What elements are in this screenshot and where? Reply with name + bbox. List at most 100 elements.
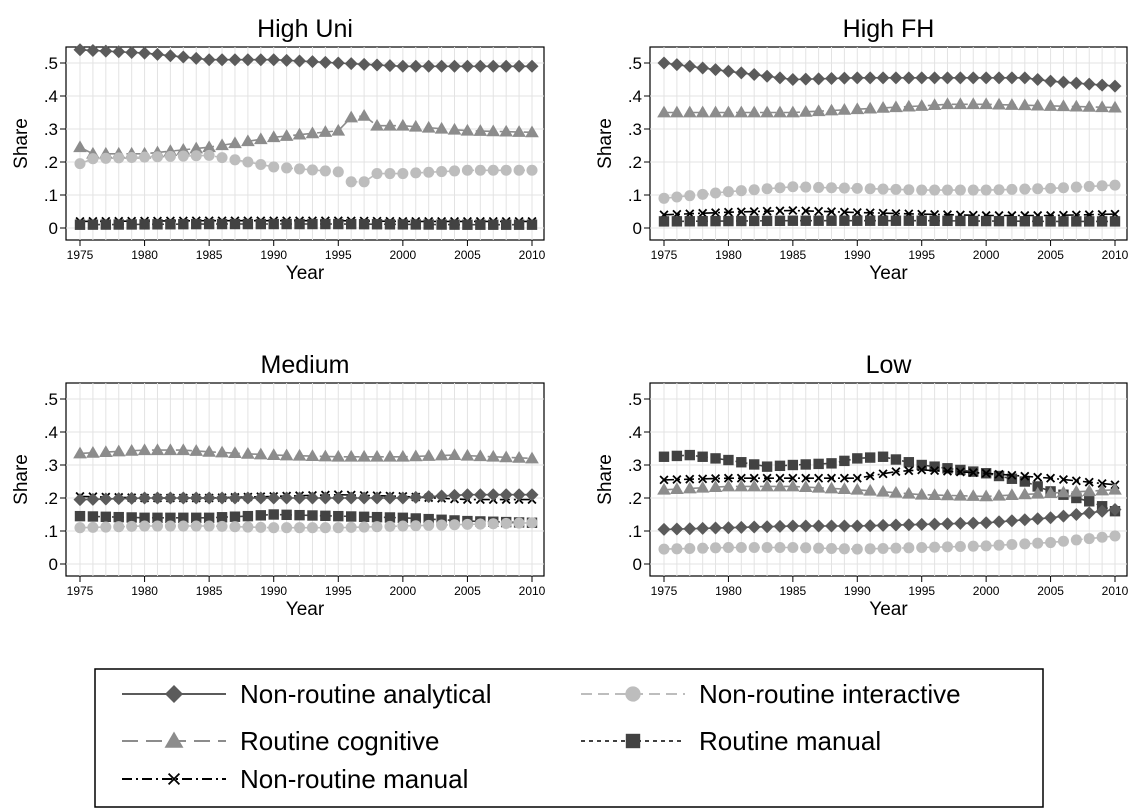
data-point-routine-manual-square xyxy=(410,219,421,230)
data-point-non-routine-analytical-diamond xyxy=(902,518,916,532)
data-point-non-routine-analytical-diamond xyxy=(370,58,384,72)
data-point-routine-cognitive-triangle xyxy=(953,488,968,501)
plot-frame xyxy=(65,382,545,577)
data-point-non-routine-analytical-diamond xyxy=(512,488,526,502)
series-non-routine-interactive xyxy=(74,517,538,534)
data-point-non-routine-manual-x xyxy=(698,208,708,218)
data-point-non-routine-analytical-diamond xyxy=(1044,74,1058,88)
data-point-routine-manual-square xyxy=(475,219,486,230)
data-point-routine-cognitive-triangle xyxy=(176,443,191,456)
data-point-non-routine-interactive-circle xyxy=(255,521,267,533)
xtick-label: 1995 xyxy=(325,248,352,262)
data-point-non-routine-analytical-diamond xyxy=(915,71,929,85)
data-point-non-routine-manual-x xyxy=(801,473,811,483)
data-point-routine-cognitive-triangle xyxy=(1017,98,1032,111)
data-point-non-routine-interactive-circle xyxy=(748,541,760,554)
ytick-label: 0 xyxy=(49,219,58,238)
data-point-non-routine-manual-x xyxy=(968,468,978,478)
data-point-routine-cognitive-triangle xyxy=(760,479,774,492)
data-point-routine-manual-square xyxy=(513,219,525,230)
data-point-routine-manual-square xyxy=(710,453,721,464)
legend-item-routine-cognitive: Routine cognitive xyxy=(122,726,439,756)
legend-label: Routine cognitive xyxy=(240,726,439,756)
data-point-non-routine-manual-x xyxy=(685,474,695,484)
data-point-routine-manual-square xyxy=(203,512,215,523)
data-point-routine-cognitive-triangle xyxy=(460,123,475,136)
data-point-non-routine-manual-x xyxy=(865,471,875,481)
data-point-non-routine-analytical-diamond xyxy=(267,491,281,505)
data-point-non-routine-interactive-circle xyxy=(397,520,409,532)
data-point-routine-manual-square xyxy=(890,215,902,226)
data-point-routine-cognitive-triangle xyxy=(305,449,320,462)
data-point-routine-manual-square xyxy=(100,511,112,523)
ytick-label: .4 xyxy=(628,87,642,106)
data-point-non-routine-manual-x xyxy=(852,207,862,218)
data-point-non-routine-interactive-circle xyxy=(877,542,889,555)
data-point-non-routine-interactive-circle xyxy=(371,521,383,533)
data-point-non-routine-analytical-diamond xyxy=(202,53,216,67)
data-point-routine-manual-square xyxy=(191,218,202,230)
data-point-non-routine-manual-x xyxy=(762,473,772,483)
data-point-non-routine-analytical-diamond xyxy=(422,59,436,73)
data-point-non-routine-analytical-diamond xyxy=(163,491,177,505)
data-point-non-routine-interactive-circle xyxy=(216,520,228,532)
data-point-routine-cognitive-triangle xyxy=(73,446,87,459)
ytick-label: .4 xyxy=(44,423,58,442)
data-point-non-routine-analytical-diamond xyxy=(525,59,539,73)
data-point-non-routine-analytical-diamond xyxy=(992,71,1006,85)
data-point-non-routine-interactive-circle xyxy=(787,541,799,554)
data-point-non-routine-analytical-diamond xyxy=(460,488,474,502)
data-point-non-routine-analytical-diamond xyxy=(163,49,177,63)
data-point-routine-manual-square xyxy=(684,449,695,461)
data-point-routine-manual-square xyxy=(852,215,863,226)
data-point-non-routine-manual-x xyxy=(839,473,849,483)
ytick-label: .3 xyxy=(44,456,58,475)
data-point-routine-manual-square xyxy=(993,215,1005,227)
data-point-non-routine-interactive-circle xyxy=(461,164,473,176)
data-point-routine-manual-square xyxy=(723,454,734,466)
data-point-routine-cognitive-triangle xyxy=(850,482,865,495)
data-point-non-routine-analytical-diamond xyxy=(940,71,954,85)
data-point-routine-manual-square xyxy=(139,512,150,523)
data-point-non-routine-interactive-circle xyxy=(774,182,786,194)
data-point-routine-cognitive-triangle xyxy=(695,105,710,118)
data-point-non-routine-analytical-diamond xyxy=(254,491,268,505)
data-point-routine-manual-square xyxy=(320,510,331,522)
data-point-non-routine-interactive-circle xyxy=(177,150,189,162)
xtick-label: 1995 xyxy=(908,584,935,598)
data-point-non-routine-analytical-diamond xyxy=(760,520,774,534)
data-point-routine-cognitive-triangle xyxy=(111,444,126,457)
data-point-non-routine-analytical-diamond xyxy=(812,72,826,86)
data-point-routine-cognitive-triangle xyxy=(1005,98,1019,110)
data-point-non-routine-analytical-diamond xyxy=(812,519,826,533)
data-point-routine-cognitive-triangle xyxy=(786,479,800,492)
data-point-non-routine-interactive-circle xyxy=(1109,179,1121,191)
data-point-non-routine-interactive-circle xyxy=(281,522,293,534)
data-point-non-routine-manual-x xyxy=(1007,470,1017,480)
ytick-label: .5 xyxy=(44,54,58,73)
data-point-non-routine-manual-x xyxy=(839,207,849,217)
data-point-routine-cognitive-triangle xyxy=(292,127,307,140)
data-point-routine-cognitive-triangle xyxy=(811,480,826,493)
data-point-non-routine-analytical-diamond xyxy=(1095,78,1109,92)
xtick-label: 1985 xyxy=(780,584,807,598)
data-point-routine-manual-square xyxy=(358,511,370,523)
ytick-label: .3 xyxy=(44,120,58,139)
data-point-routine-cognitive-triangle xyxy=(824,481,839,494)
data-point-non-routine-interactive-circle xyxy=(877,183,889,195)
data-point-routine-cognitive-triangle xyxy=(434,448,449,461)
data-point-non-routine-interactive-circle xyxy=(526,517,538,529)
data-point-non-routine-interactive-circle xyxy=(423,519,435,531)
data-point-routine-manual-square xyxy=(774,460,786,472)
data-point-non-routine-interactive-circle xyxy=(838,543,850,555)
data-point-non-routine-analytical-diamond xyxy=(799,519,813,533)
data-point-non-routine-analytical-diamond xyxy=(448,59,462,73)
data-point-non-routine-interactive-circle xyxy=(1045,537,1057,549)
data-point-non-routine-interactive-circle xyxy=(474,518,486,530)
data-point-non-routine-manual-x xyxy=(878,469,888,479)
data-point-routine-manual-square xyxy=(268,509,279,520)
data-point-non-routine-interactive-circle xyxy=(774,541,786,554)
data-point-non-routine-interactive-circle xyxy=(671,543,683,555)
data-point-non-routine-interactive-circle xyxy=(697,542,709,554)
legend-item-non-routine-analytical: Non-routine analytical xyxy=(122,679,491,709)
